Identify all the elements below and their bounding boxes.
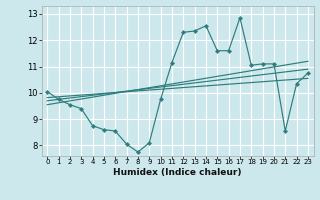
X-axis label: Humidex (Indice chaleur): Humidex (Indice chaleur) <box>113 168 242 177</box>
